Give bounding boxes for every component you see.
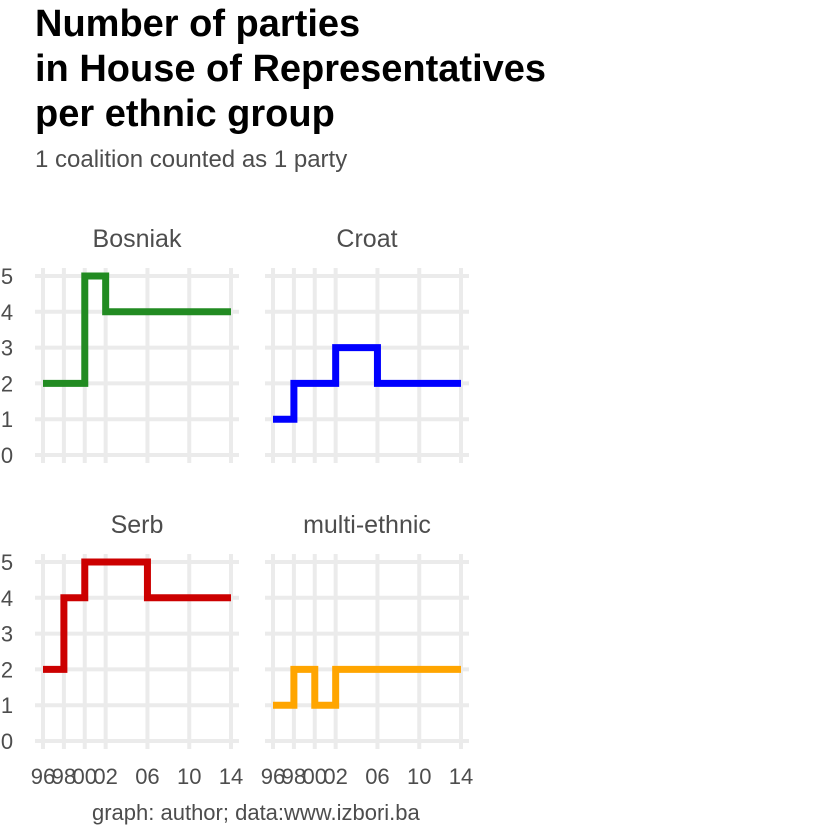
y-tick-label: 4 xyxy=(1,300,13,325)
x-tick-label: 02 xyxy=(93,764,117,789)
y-tick-label: 0 xyxy=(1,729,13,754)
chart-subtitle: 1 coalition counted as 1 party xyxy=(35,146,348,173)
x-tick-label: 98 xyxy=(52,764,76,789)
y-tick-label: 5 xyxy=(1,550,13,575)
panel-label-multi-ethnic: multi-ethnic xyxy=(303,511,431,539)
y-tick-label: 3 xyxy=(1,622,13,647)
y-tick-label: 1 xyxy=(1,693,13,718)
x-tick-label: 00 xyxy=(73,764,97,789)
panel-label-bosniak: Bosniak xyxy=(93,225,182,253)
y-tick-label: 0 xyxy=(1,443,13,468)
series-line-multi-ethnic xyxy=(273,665,461,709)
panel-label-serb: Serb xyxy=(111,511,164,539)
x-tick-label: 10 xyxy=(177,764,201,789)
y-tick-label: 4 xyxy=(1,586,13,611)
chart-caption: graph: author; data:www.izbori.ba xyxy=(92,800,420,825)
x-tick-label: 06 xyxy=(365,764,389,789)
series-line-bosniak xyxy=(43,272,231,387)
x-tick-label: 00 xyxy=(303,764,327,789)
y-tick-label: 2 xyxy=(1,657,13,682)
y-tick-label: 3 xyxy=(1,336,13,361)
chart-title-line-1: Number of parties xyxy=(35,3,361,45)
chart-title-line-3: per ethnic group xyxy=(35,93,335,135)
x-tick-label: 96 xyxy=(31,764,55,789)
x-tick-label: 14 xyxy=(449,764,473,789)
x-tick-label: 02 xyxy=(323,764,347,789)
x-tick-label: 06 xyxy=(135,764,159,789)
y-tick-label: 2 xyxy=(1,371,13,396)
chart-title: Number of parties in House of Representa… xyxy=(35,2,546,137)
x-tick-label: 14 xyxy=(219,764,243,789)
x-tick-label: 10 xyxy=(407,764,431,789)
x-tick-label: 98 xyxy=(282,764,306,789)
chart-title-line-2: in House of Representatives xyxy=(35,48,547,90)
panel-label-croat: Croat xyxy=(336,225,397,253)
y-tick-label: 5 xyxy=(1,264,13,289)
x-tick-label: 96 xyxy=(261,764,285,789)
series-line-serb xyxy=(43,558,231,673)
series-line-croat xyxy=(273,344,461,423)
y-tick-label: 1 xyxy=(1,407,13,432)
